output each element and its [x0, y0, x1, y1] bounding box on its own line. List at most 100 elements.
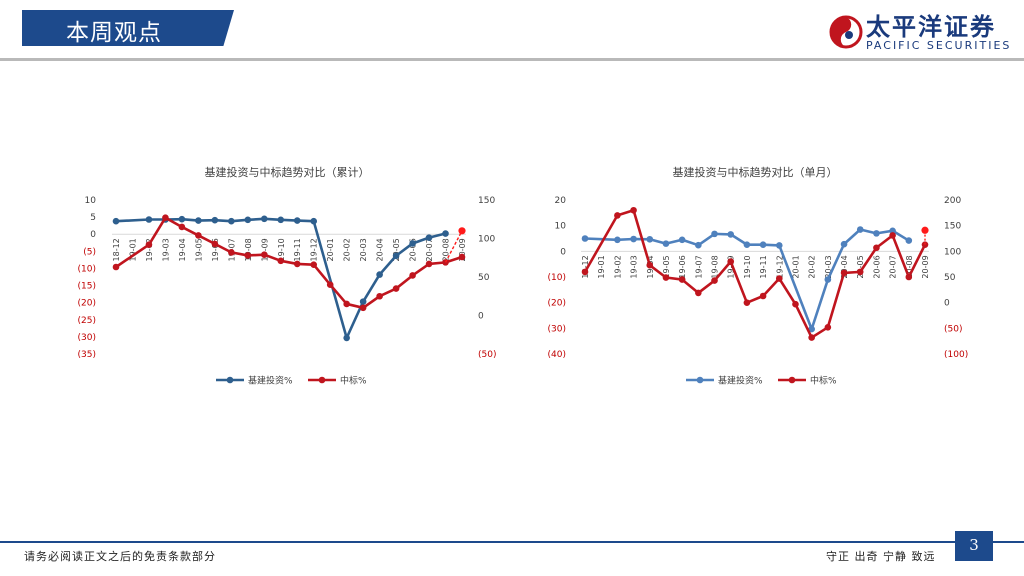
x-tick-label: 19-06 — [678, 255, 687, 278]
x-tick-label: 19-05 — [662, 255, 671, 278]
data-point-infra — [678, 236, 686, 244]
data-point-bid — [824, 324, 832, 331]
data-point-infra — [695, 241, 702, 249]
x-tick-label: 20-05 — [856, 255, 865, 278]
footer-divider — [0, 541, 1024, 543]
x-tick-label: 18-12 — [581, 255, 590, 278]
legend-label: 基建投资% — [248, 375, 293, 387]
right-axis-tick-label: (50) — [944, 324, 962, 334]
left-axis-tick-label: (10) — [78, 264, 96, 274]
data-point-bid — [195, 232, 202, 239]
left-axis-tick-label: 0 — [90, 230, 96, 240]
x-tick-label: 19-04 — [178, 238, 187, 261]
data-point-infra — [310, 217, 318, 225]
data-point-infra — [662, 240, 670, 247]
data-point-bid — [326, 281, 334, 289]
data-point-bid — [260, 251, 268, 258]
data-point-infra — [228, 217, 235, 225]
x-tick-label: 20-03 — [359, 238, 368, 261]
x-tick-label: 20-04 — [840, 255, 849, 278]
left-axis-tick-label: (35) — [78, 350, 96, 360]
data-point-bid — [695, 289, 702, 297]
right-axis-tick-label: 0 — [944, 299, 950, 309]
data-point-infra — [614, 236, 621, 244]
legend-label: 中标% — [340, 375, 367, 387]
data-point-bid — [293, 260, 301, 268]
left-axis-tick-label: 5 — [90, 213, 96, 223]
x-tick-label: 20-02 — [808, 255, 817, 278]
data-point-bid — [425, 260, 433, 268]
left-axis-tick-label: 10 — [555, 222, 567, 232]
data-point-bid — [409, 272, 416, 279]
data-point-bid — [873, 244, 880, 252]
data-point-bid — [145, 241, 153, 248]
header-divider — [0, 58, 1024, 61]
data-point-bid — [840, 269, 848, 277]
x-tick-label: 20-05 — [392, 238, 401, 261]
data-point-bid — [376, 292, 383, 300]
data-point-infra — [743, 241, 751, 248]
data-point-infra — [112, 217, 120, 225]
data-point-infra — [775, 242, 783, 249]
projection-line — [444, 230, 463, 263]
chart-title: 基建投资与中标趋势对比（累计） — [205, 165, 370, 179]
data-point-bid — [792, 300, 799, 308]
right-axis-tick-label: 0 — [478, 312, 484, 322]
x-tick-label: 20-01 — [326, 238, 335, 261]
data-point-bid — [646, 261, 654, 269]
data-point-bid — [244, 252, 252, 259]
data-point-bid — [458, 253, 466, 261]
projection-point — [458, 227, 466, 235]
data-point-infra — [727, 231, 735, 238]
data-point-bid — [614, 212, 621, 219]
data-point-infra — [260, 215, 268, 223]
x-tick-label: 20-02 — [343, 238, 352, 261]
data-point-bid — [662, 274, 670, 281]
left-axis-tick-label: (40) — [548, 350, 566, 360]
x-tick-label: 19-08 — [244, 238, 253, 261]
right-axis-tick-label: 100 — [478, 235, 495, 245]
x-tick-label: 19-12 — [310, 238, 319, 261]
x-tick-label: 19-07 — [694, 255, 703, 278]
data-point-bid — [277, 257, 285, 265]
data-point-infra — [195, 217, 202, 224]
data-point-infra — [425, 234, 433, 241]
x-tick-label: 19-01 — [597, 255, 606, 278]
left-axis-tick-label: (30) — [78, 333, 96, 343]
x-tick-label: 19-09 — [260, 238, 269, 261]
legend-label: 中标% — [810, 375, 837, 387]
left-axis-tick-label: (10) — [548, 273, 566, 283]
x-tick-label: 20-09 — [921, 255, 930, 278]
left-axis-tick-label: (5) — [83, 247, 96, 257]
series-line-infra — [115, 217, 446, 340]
chart-title: 基建投资与中标趋势对比（单月） — [673, 165, 838, 179]
x-tick-label: 20-01 — [791, 255, 800, 278]
pacific-logo-icon — [829, 15, 863, 49]
data-point-bid — [112, 263, 120, 271]
data-point-infra — [211, 216, 219, 224]
motto-text: 守正 出奇 宁静 致远 — [826, 550, 936, 563]
data-point-infra — [905, 237, 913, 244]
data-point-infra — [442, 230, 449, 237]
left-axis-tick-label: 20 — [555, 196, 567, 206]
data-point-bid — [856, 268, 864, 276]
x-tick-label: 19-12 — [775, 255, 784, 278]
data-point-bid — [178, 223, 186, 231]
data-point-infra — [711, 230, 718, 238]
data-point-infra — [824, 276, 832, 283]
right-axis-tick-label: (50) — [478, 350, 496, 360]
x-tick-label: 20-03 — [824, 255, 833, 278]
x-tick-label: 19-09 — [727, 255, 736, 278]
page-number: 3 — [955, 531, 993, 561]
data-point-bid — [228, 249, 235, 256]
data-point-infra — [840, 240, 848, 248]
left-axis-tick-label: (20) — [78, 299, 96, 309]
data-point-bid — [581, 268, 589, 276]
data-point-infra — [889, 227, 896, 235]
x-tick-label: 19-03 — [630, 255, 639, 278]
data-point-infra — [178, 215, 186, 223]
left-axis-tick-label: 0 — [560, 247, 566, 257]
legend-swatch-dot — [696, 376, 704, 384]
left-axis-tick-label: (25) — [78, 316, 96, 326]
right-axis-tick-label: 50 — [478, 273, 490, 283]
